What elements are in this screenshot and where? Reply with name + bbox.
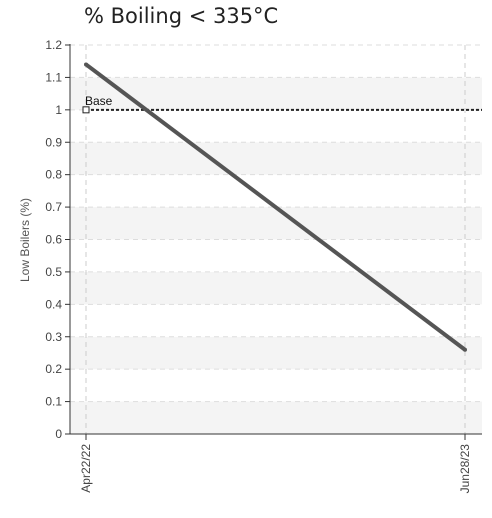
data-point — [463, 347, 467, 352]
y-tick-label: 0.3 — [45, 330, 62, 344]
grid-band — [70, 174, 482, 208]
grid-band — [70, 109, 482, 143]
x-axis-ticks: Apr22/22 Jun28/23 — [79, 434, 472, 493]
grid-band — [70, 336, 482, 370]
y-tick-label: 0.1 — [45, 395, 62, 409]
grid-band — [70, 239, 482, 272]
data-point — [84, 62, 88, 67]
y-tick-label: 0.2 — [45, 362, 62, 376]
grid-band — [70, 304, 482, 337]
y-tick-label: 0.7 — [45, 200, 62, 214]
y-tick-label: 0.6 — [45, 233, 62, 247]
y-axis-label: Low Boilers (%) — [18, 198, 32, 282]
base-marker — [82, 106, 90, 114]
grid-band — [70, 142, 482, 175]
grid-band — [70, 271, 482, 305]
y-tick-label: 0.5 — [45, 265, 62, 279]
y-tick-label: 0.9 — [45, 135, 62, 149]
x-tick-label: Jun28/23 — [458, 444, 472, 494]
y-tick-label: 1.2 — [45, 38, 62, 52]
y-tick-label: 0.4 — [45, 297, 62, 311]
grid-band — [70, 369, 482, 402]
grid-band — [70, 45, 482, 78]
base-label: Base — [85, 94, 113, 108]
y-axis-ticks: 0 0.1 0.2 0.3 0.4 0.5 0.6 0.7 0.8 0.9 1 1.1 1.2 — [45, 38, 70, 441]
background-bands — [70, 45, 482, 434]
y-tick-label: 1 — [55, 103, 62, 117]
y-tick-label: 0.8 — [45, 168, 62, 182]
y-tick-label: 0 — [55, 427, 62, 441]
chart-title: % Boiling < 335°C — [84, 4, 279, 28]
grid-band — [70, 207, 482, 240]
series-line — [84, 62, 467, 352]
base-reference-line: Base — [82, 94, 482, 114]
x-tick-label: Apr22/22 — [79, 444, 93, 493]
y-tick-label: 1.1 — [45, 70, 62, 84]
grid-band — [70, 77, 482, 110]
data-series — [84, 62, 467, 352]
grid-band — [70, 401, 482, 434]
